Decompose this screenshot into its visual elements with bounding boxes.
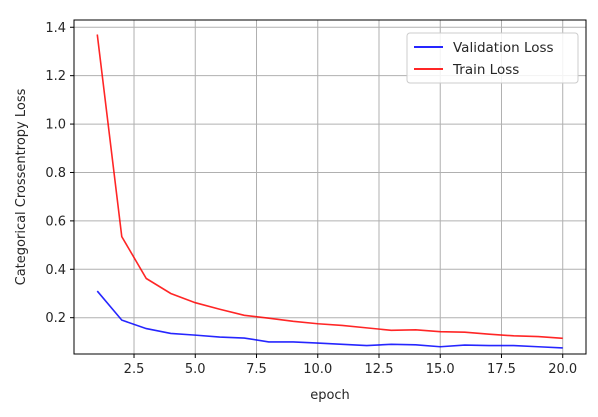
x-axis-label: epoch (310, 388, 350, 403)
y-tick-label: 0.6 (45, 214, 66, 229)
legend: Validation Loss Train Loss (407, 33, 578, 83)
x-tick-label: 17.5 (487, 362, 516, 377)
y-tick-label: 0.8 (45, 166, 66, 181)
y-tick-label: 1.0 (45, 118, 66, 133)
y-tick-label: 0.2 (45, 311, 66, 326)
x-tick-label: 15.0 (426, 362, 455, 377)
x-tick-label: 12.5 (365, 362, 394, 377)
x-axis-ticks: 2.5 5.0 7.5 10.0 12.5 15.0 17.5 20.0 (124, 354, 578, 377)
y-axis-label: Categorical Crossentropy Loss (14, 88, 29, 285)
y-tick-label: 0.4 (45, 263, 66, 278)
x-tick-label: 20.0 (548, 362, 577, 377)
legend-label: Validation Loss (453, 40, 554, 56)
x-tick-label: 10.0 (303, 362, 332, 377)
x-tick-label: 7.5 (246, 362, 267, 377)
y-tick-label: 1.4 (45, 21, 66, 36)
y-axis-ticks: 0.2 0.4 0.6 0.8 1.0 1.2 1.4 (45, 21, 74, 326)
x-tick-label: 5.0 (185, 362, 206, 377)
x-tick-label: 2.5 (124, 362, 145, 377)
series-line-validation-loss (97, 291, 562, 348)
legend-label: Train Loss (452, 62, 519, 78)
y-tick-label: 1.2 (45, 69, 66, 84)
